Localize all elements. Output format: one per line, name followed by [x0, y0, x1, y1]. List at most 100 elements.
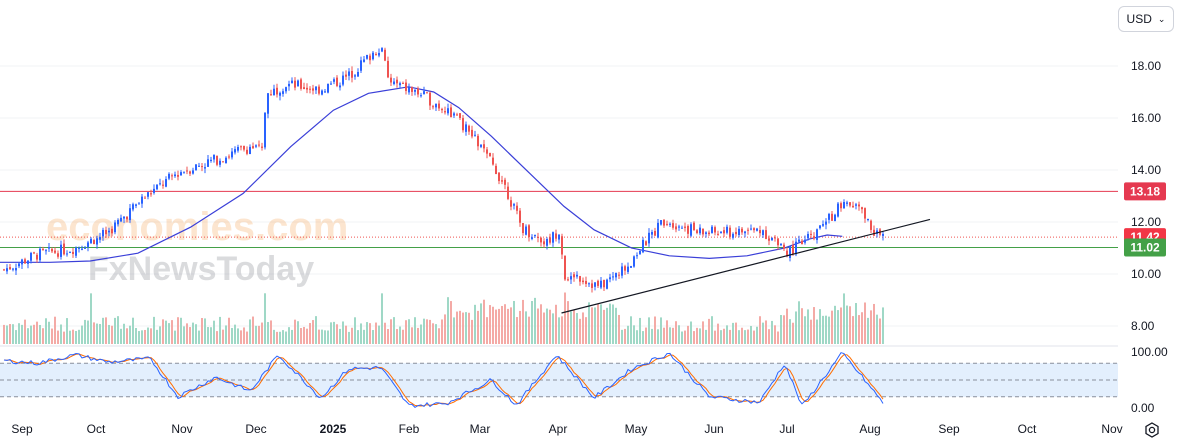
- candle: [846, 200, 848, 207]
- candle: [390, 73, 392, 87]
- candle: [171, 173, 173, 181]
- watermark-brand2: FxNewsToday: [88, 250, 314, 288]
- candle-body: [501, 180, 503, 182]
- candle-body: [780, 243, 782, 246]
- candle: [756, 227, 758, 232]
- candle: [681, 225, 683, 229]
- candle-body: [273, 88, 275, 96]
- candle-body: [237, 147, 239, 151]
- volume-bar: [828, 316, 830, 344]
- volume-bar: [102, 317, 104, 344]
- candle: [618, 271, 620, 279]
- volume-bar: [420, 324, 422, 344]
- candle: [237, 144, 239, 153]
- candle: [627, 262, 629, 274]
- candle-body: [726, 226, 728, 233]
- candle: [780, 243, 782, 247]
- chart-settings-button[interactable]: [1141, 419, 1163, 441]
- volume-bar: [672, 327, 674, 344]
- volume-bar: [96, 323, 98, 344]
- volume-bar: [438, 328, 440, 344]
- volume-bar: [789, 319, 791, 344]
- candlestick-series: [3, 47, 884, 293]
- volume-bar: [654, 316, 656, 344]
- currency-selector-button[interactable]: USD ⌄: [1118, 6, 1174, 32]
- volume-bar: [195, 324, 197, 344]
- volume-bar: [441, 319, 443, 344]
- candle: [18, 262, 20, 269]
- candle-body: [339, 85, 341, 88]
- volume-bar: [24, 319, 26, 344]
- volume-bar: [477, 310, 479, 344]
- volume-bar: [864, 302, 866, 344]
- candle-body: [834, 214, 836, 221]
- candle-body: [600, 280, 602, 288]
- candle-body: [198, 165, 200, 167]
- candle-body: [711, 226, 713, 233]
- candle-body: [414, 89, 416, 92]
- candle: [186, 166, 188, 175]
- candle: [498, 172, 500, 185]
- volume-bar: [735, 322, 737, 344]
- candle: [330, 81, 332, 85]
- volume-bar: [261, 322, 263, 344]
- volume-bar: [855, 303, 857, 344]
- volume-bar: [387, 329, 389, 344]
- candle: [813, 232, 815, 241]
- candle: [516, 202, 518, 215]
- candle: [615, 272, 617, 281]
- candle-body: [381, 48, 383, 52]
- volume-bar: [348, 331, 350, 344]
- volume-bar: [600, 304, 602, 344]
- candle-body: [429, 92, 431, 106]
- candle-body: [78, 247, 80, 249]
- candle: [507, 182, 509, 201]
- candle: [597, 279, 599, 289]
- volume-bar: [237, 328, 239, 344]
- candle-body: [627, 266, 629, 272]
- candle-body: [618, 274, 620, 276]
- candle-body: [132, 204, 134, 210]
- candle-body: [591, 283, 593, 288]
- volume-bar: [552, 313, 554, 344]
- candle: [663, 219, 665, 228]
- volume-bar: [324, 330, 326, 344]
- candle: [279, 91, 281, 101]
- volume-bar: [543, 312, 545, 344]
- candle: [495, 163, 497, 175]
- volume-bar: [453, 317, 455, 344]
- candle: [519, 208, 521, 227]
- candle-body: [465, 124, 467, 132]
- candle: [513, 202, 515, 210]
- candle: [546, 237, 548, 250]
- candle: [750, 224, 752, 231]
- candle: [315, 86, 317, 94]
- volume-bar: [807, 309, 809, 344]
- time-axis-label: 2025: [320, 422, 347, 436]
- volume-bar: [867, 317, 869, 344]
- candle: [54, 247, 56, 254]
- volume-bar: [696, 327, 698, 344]
- volume-bar: [621, 329, 623, 344]
- candle-body: [606, 279, 608, 289]
- candle: [165, 176, 167, 188]
- candle: [27, 260, 29, 269]
- volume-bar: [12, 324, 14, 344]
- candle-body: [111, 228, 113, 234]
- candle-body: [411, 87, 413, 92]
- candle: [687, 224, 689, 239]
- candle: [486, 147, 488, 159]
- candle: [501, 175, 503, 185]
- candle-body: [201, 166, 203, 168]
- candle-body: [294, 80, 296, 88]
- volume-bar: [576, 313, 578, 344]
- candle-body: [123, 216, 125, 219]
- moving-average-line: [0, 86, 843, 263]
- volume-bar: [501, 305, 503, 344]
- candle: [189, 170, 191, 176]
- volume-bar: [702, 321, 704, 344]
- candle-body: [327, 83, 329, 93]
- volume-bar: [435, 324, 437, 344]
